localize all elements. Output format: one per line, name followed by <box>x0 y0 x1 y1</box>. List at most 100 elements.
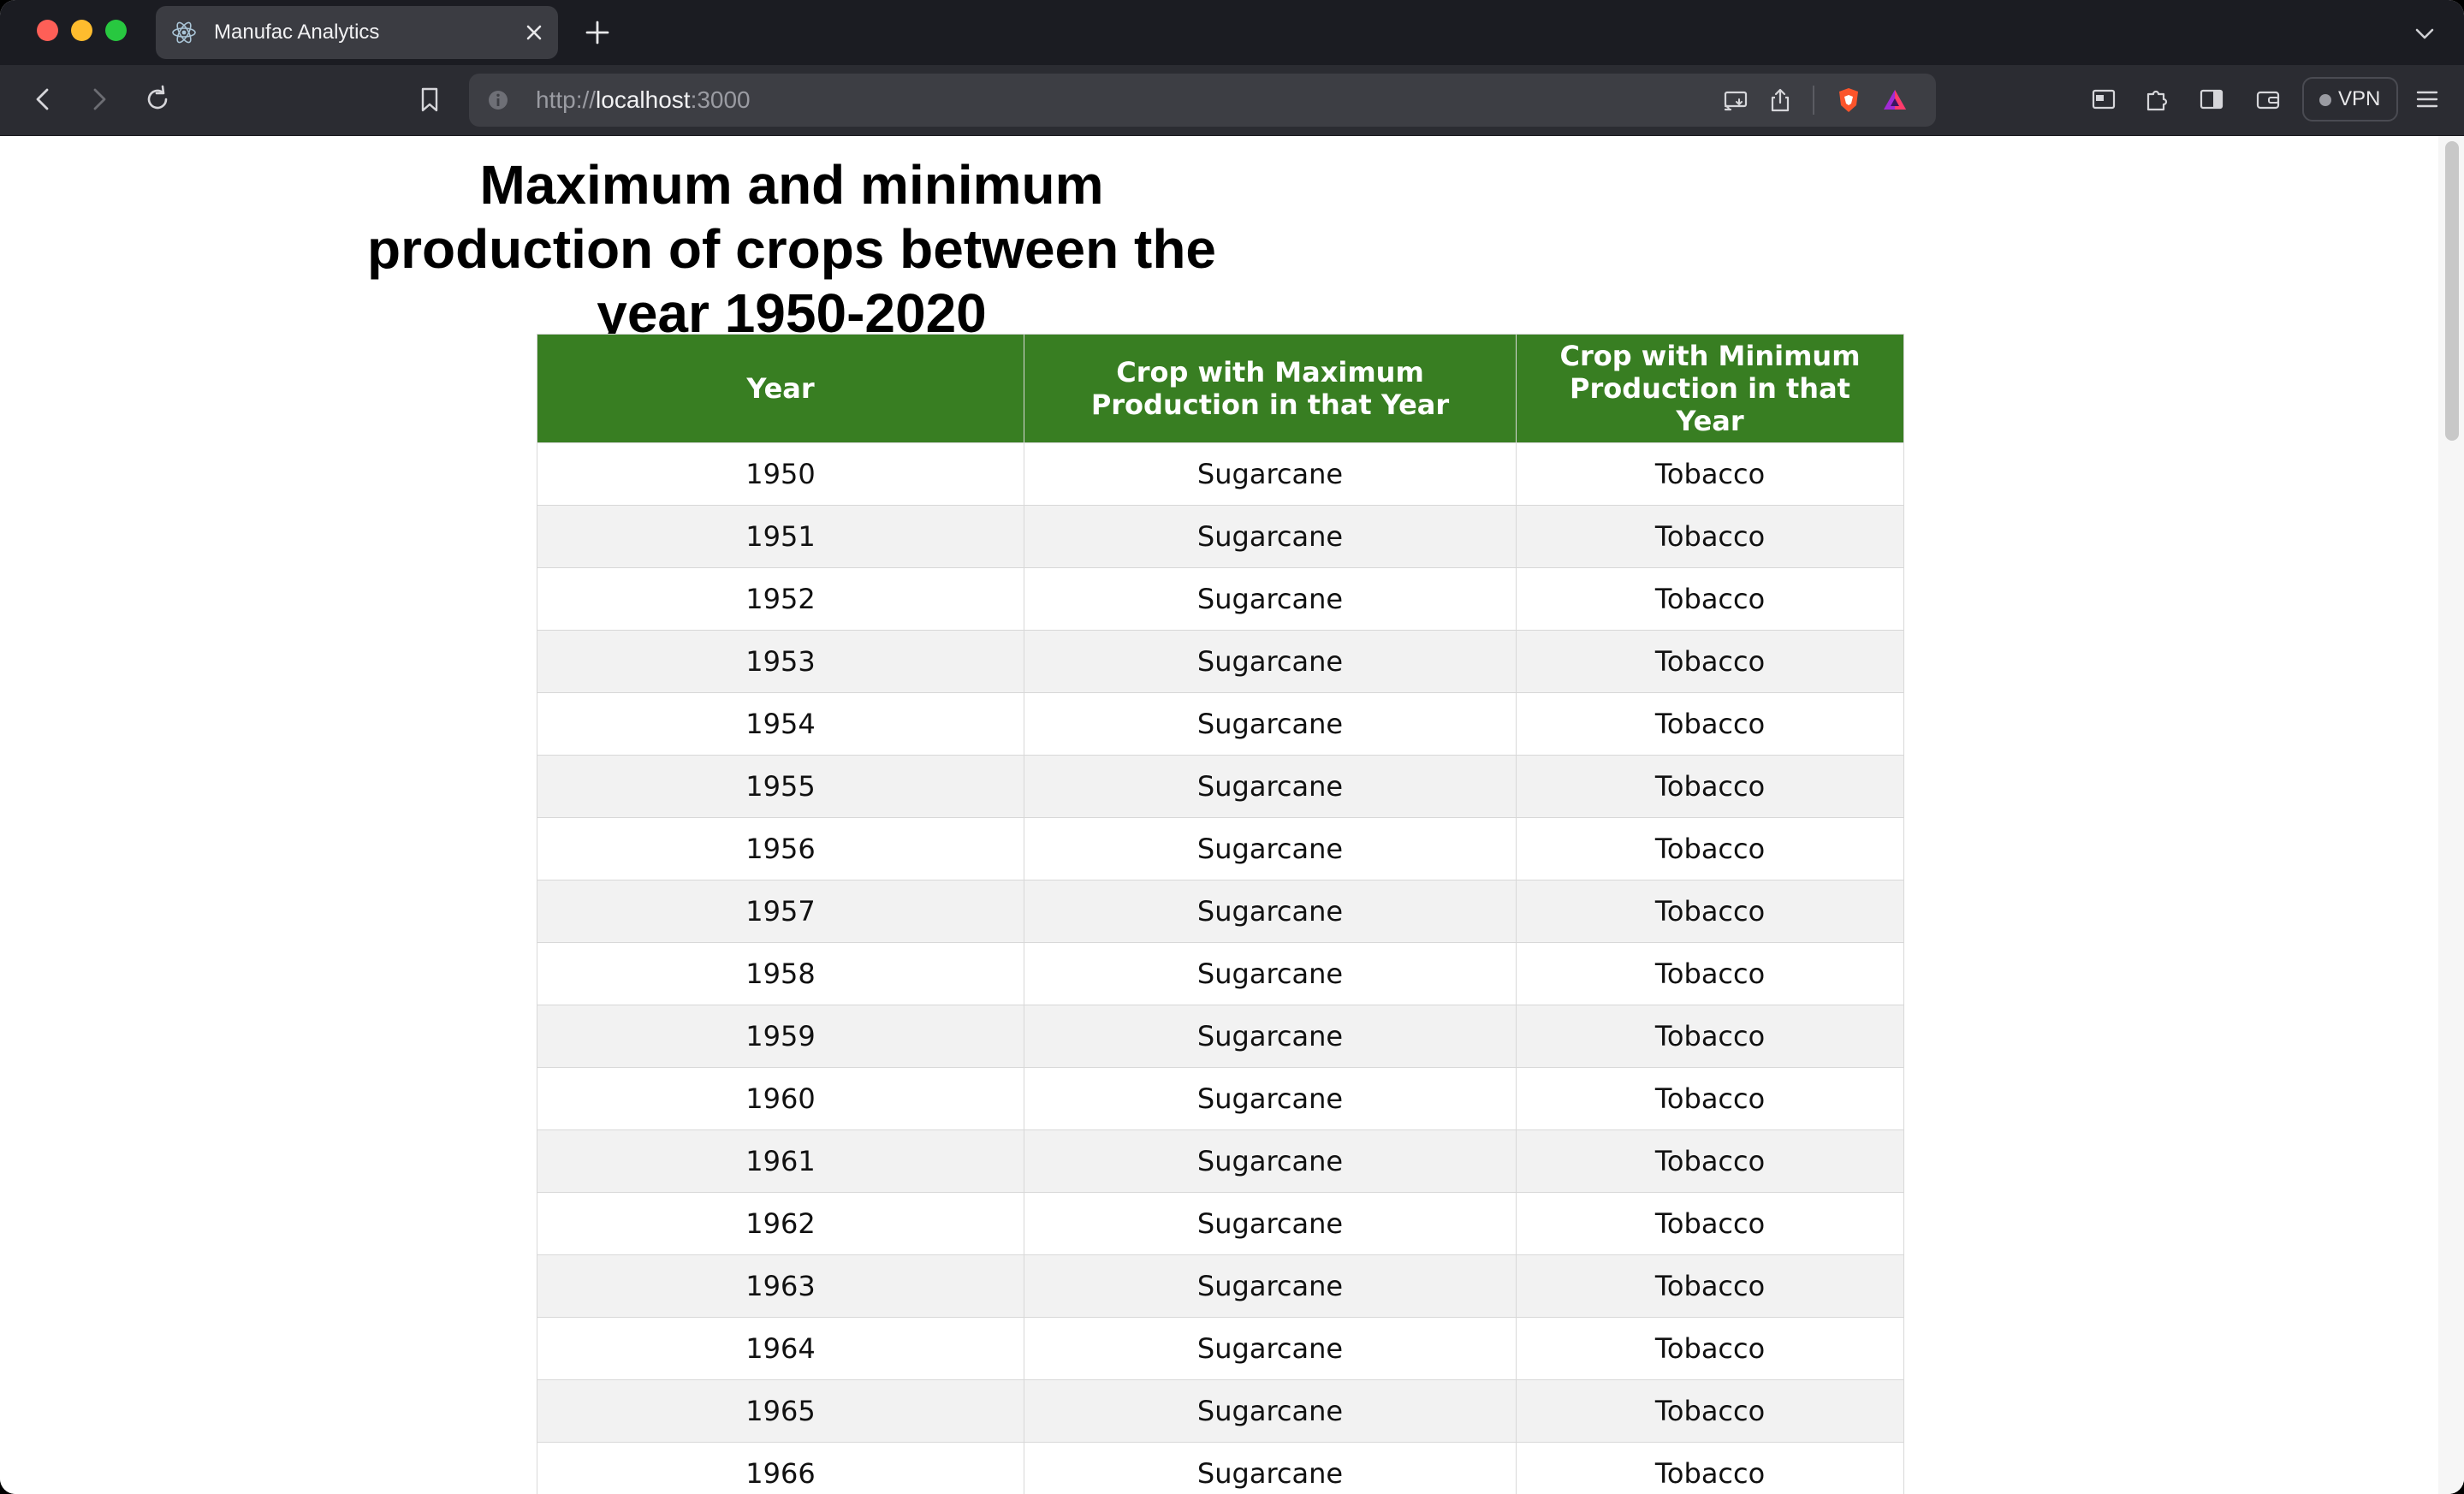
scrollbar-thumb[interactable] <box>2445 141 2459 441</box>
table-row: 1955 Sugarcane Tobacco <box>537 755 1904 818</box>
zoom-window-button[interactable] <box>105 20 127 41</box>
table-row: 1962 Sugarcane Tobacco <box>537 1192 1904 1255</box>
browser-toolbar: http://localhost:3000 <box>0 65 2464 136</box>
cell-max-crop: Sugarcane <box>1024 567 1517 631</box>
extensions-icon[interactable] <box>2140 82 2174 116</box>
table-row: 1958 Sugarcane Tobacco <box>537 942 1904 1005</box>
table-row: 1951 Sugarcane Tobacco <box>537 505 1904 568</box>
table-row: 1953 Sugarcane Tobacco <box>537 630 1904 693</box>
header-year: Year <box>537 334 1024 443</box>
cell-min-crop: Tobacco <box>1516 1442 1904 1494</box>
forward-icon[interactable] <box>82 82 116 116</box>
close-tab-icon[interactable] <box>522 21 546 44</box>
cell-min-crop: Tobacco <box>1516 1129 1904 1193</box>
table-row: 1957 Sugarcane Tobacco <box>537 880 1904 943</box>
cell-max-crop: Sugarcane <box>1024 1067 1517 1130</box>
wallet-icon[interactable] <box>2251 82 2285 116</box>
address-bar[interactable]: http://localhost:3000 <box>469 74 1936 127</box>
cell-min-crop: Tobacco <box>1516 1254 1904 1318</box>
cell-max-crop: Sugarcane <box>1024 1129 1517 1193</box>
page-content: Maximum and minimum production of crops … <box>0 136 2464 1494</box>
cell-min-crop: Tobacco <box>1516 630 1904 693</box>
address-bar-divider <box>1813 86 1814 115</box>
tab-title: Manufac Analytics <box>214 21 380 44</box>
cell-max-crop: Sugarcane <box>1024 817 1517 880</box>
table-row: 1960 Sugarcane Tobacco <box>537 1067 1904 1130</box>
site-info-icon[interactable] <box>486 88 510 112</box>
cell-max-crop: Sugarcane <box>1024 942 1517 1005</box>
table-row: 1963 Sugarcane Tobacco <box>537 1254 1904 1318</box>
cell-year: 1954 <box>537 692 1024 756</box>
cell-max-crop: Sugarcane <box>1024 1192 1517 1255</box>
cell-year: 1963 <box>537 1254 1024 1318</box>
menu-icon[interactable] <box>2410 82 2444 116</box>
tab-manufac-analytics[interactable]: Manufac Analytics <box>156 6 558 59</box>
cell-max-crop: Sugarcane <box>1024 755 1517 818</box>
cell-max-crop: Sugarcane <box>1024 1379 1517 1443</box>
cell-min-crop: Tobacco <box>1516 1067 1904 1130</box>
table-row: 1959 Sugarcane Tobacco <box>537 1005 1904 1068</box>
vpn-status-icon <box>2319 94 2331 106</box>
brave-shields-icon[interactable] <box>1835 86 1862 114</box>
cell-min-crop: Tobacco <box>1516 442 1904 506</box>
cell-year: 1965 <box>537 1379 1024 1443</box>
vpn-label: VPN <box>2338 87 2381 110</box>
vertical-scrollbar[interactable] <box>2438 136 2464 1494</box>
tab-view-icon[interactable] <box>2087 82 2121 116</box>
url-text: http://localhost:3000 <box>536 86 751 113</box>
table-header-row: Year Crop with Maximum Production in tha… <box>537 334 1904 443</box>
cell-year: 1950 <box>537 442 1024 506</box>
cell-min-crop: Tobacco <box>1516 692 1904 756</box>
brave-rewards-icon[interactable] <box>1881 86 1909 114</box>
cell-max-crop: Sugarcane <box>1024 1254 1517 1318</box>
table-row: 1952 Sugarcane Tobacco <box>537 567 1904 631</box>
table-body: 1950 Sugarcane Tobacco 1951 Sugarcane Tobacco… <box>537 442 1904 1494</box>
cell-max-crop: Sugarcane <box>1024 1005 1517 1068</box>
cell-min-crop: Tobacco <box>1516 817 1904 880</box>
cell-min-crop: Tobacco <box>1516 1192 1904 1255</box>
cell-max-crop: Sugarcane <box>1024 1317 1517 1380</box>
table-row: 1950 Sugarcane Tobacco <box>537 442 1904 506</box>
header-min-crop: Crop with Minimum Production in that Yea… <box>1516 334 1904 443</box>
cell-year: 1958 <box>537 942 1024 1005</box>
cell-min-crop: Tobacco <box>1516 1005 1904 1068</box>
cell-year: 1952 <box>537 567 1024 631</box>
cell-min-crop: Tobacco <box>1516 567 1904 631</box>
cell-year: 1957 <box>537 880 1024 943</box>
cell-year: 1953 <box>537 630 1024 693</box>
new-tab-icon[interactable] <box>582 17 613 48</box>
table-row: 1961 Sugarcane Tobacco <box>537 1129 1904 1193</box>
cell-max-crop: Sugarcane <box>1024 505 1517 568</box>
tab-bar: Manufac Analytics <box>0 0 2464 65</box>
cell-year: 1955 <box>537 755 1024 818</box>
sidebar-icon[interactable] <box>2194 82 2229 116</box>
crop-production-table: Year Crop with Maximum Production in tha… <box>537 334 1904 1494</box>
table-row: 1956 Sugarcane Tobacco <box>537 817 1904 880</box>
vpn-button[interactable]: VPN <box>2302 77 2398 122</box>
cell-max-crop: Sugarcane <box>1024 630 1517 693</box>
cell-max-crop: Sugarcane <box>1024 442 1517 506</box>
cell-year: 1951 <box>537 505 1024 568</box>
header-max-crop: Crop with Maximum Production in that Yea… <box>1024 334 1517 443</box>
reload-icon[interactable] <box>140 82 175 116</box>
cell-min-crop: Tobacco <box>1516 1379 1904 1443</box>
table-row: 1965 Sugarcane Tobacco <box>537 1379 1904 1443</box>
cast-icon[interactable] <box>1722 86 1749 114</box>
cell-year: 1966 <box>537 1442 1024 1494</box>
minimize-window-button[interactable] <box>71 20 92 41</box>
chevron-down-icon[interactable] <box>2412 21 2437 46</box>
cell-min-crop: Tobacco <box>1516 755 1904 818</box>
cell-year: 1959 <box>537 1005 1024 1068</box>
cell-year: 1964 <box>537 1317 1024 1380</box>
table-row: 1966 Sugarcane Tobacco <box>537 1442 1904 1494</box>
cell-year: 1961 <box>537 1129 1024 1193</box>
cell-year: 1956 <box>537 817 1024 880</box>
bookmark-icon[interactable] <box>413 82 447 116</box>
close-window-button[interactable] <box>37 20 58 41</box>
back-icon[interactable] <box>26 82 60 116</box>
cell-max-crop: Sugarcane <box>1024 692 1517 756</box>
cell-year: 1962 <box>537 1192 1024 1255</box>
cell-min-crop: Tobacco <box>1516 505 1904 568</box>
share-icon[interactable] <box>1766 86 1794 114</box>
